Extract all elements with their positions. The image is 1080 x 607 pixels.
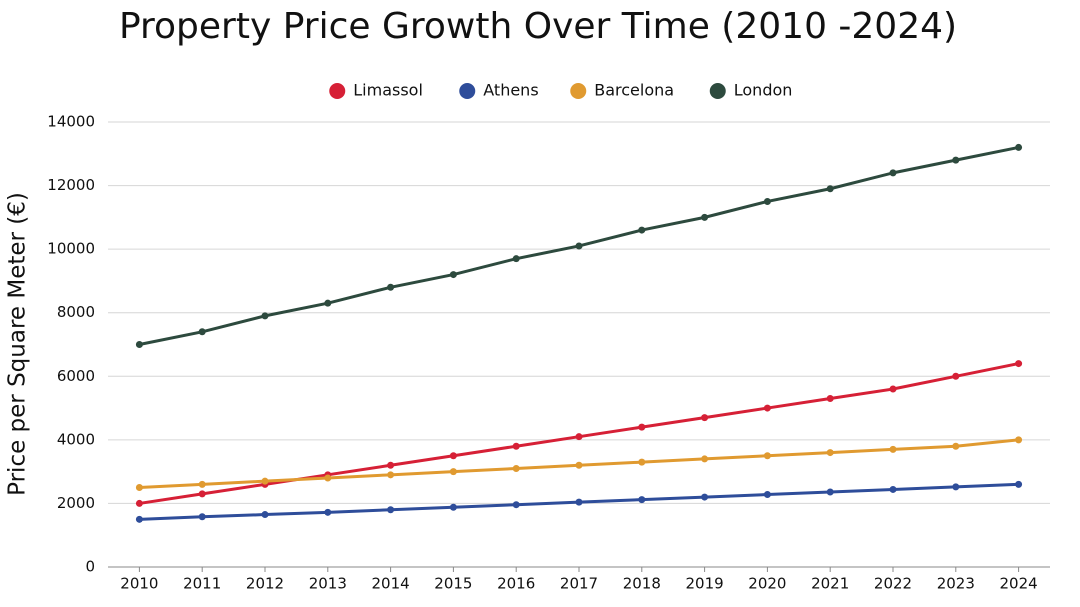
data-point — [763, 491, 771, 499]
data-point — [261, 312, 269, 320]
data-point — [889, 169, 897, 177]
data-point — [701, 213, 709, 221]
y-tick-label: 6000 — [57, 367, 95, 385]
data-point — [135, 341, 143, 348]
data-point — [449, 468, 457, 476]
data-point — [512, 442, 520, 450]
data-point — [198, 328, 206, 336]
x-tick-label: 2023 — [937, 575, 975, 593]
data-point — [1015, 480, 1023, 488]
data-point — [1015, 143, 1023, 151]
data-point — [826, 395, 834, 403]
data-point — [324, 508, 332, 516]
x-tick-label: 2010 — [120, 575, 158, 593]
legend-marker — [709, 83, 726, 99]
data-point — [387, 283, 395, 291]
data-point — [638, 458, 646, 466]
legend-marker — [459, 83, 476, 99]
y-tick-label: 14000 — [47, 113, 95, 131]
x-tick-label: 2018 — [623, 575, 661, 593]
data-point — [575, 498, 583, 506]
data-point — [135, 484, 143, 492]
x-tick-label: 2016 — [497, 575, 535, 593]
legend-label: Athens — [483, 81, 538, 100]
y-tick-label: 4000 — [57, 430, 95, 448]
y-tick-label: 10000 — [47, 240, 95, 258]
data-point — [575, 461, 583, 469]
data-point — [449, 452, 457, 460]
y-tick-label: 12000 — [47, 176, 95, 194]
x-tick-label: 2014 — [372, 575, 410, 593]
y-tick-label: 8000 — [57, 303, 95, 321]
data-point — [952, 442, 960, 450]
data-point — [952, 372, 960, 380]
data-point — [763, 452, 771, 460]
x-tick-label: 2022 — [874, 575, 912, 593]
x-tick-label: 2021 — [811, 575, 849, 593]
data-point — [135, 499, 143, 507]
legend-marker — [329, 83, 346, 99]
data-point — [952, 483, 960, 491]
x-tick-label: 2024 — [1000, 575, 1038, 593]
data-point — [261, 477, 269, 485]
data-point — [701, 414, 709, 422]
data-point — [889, 485, 897, 493]
legend-label: London — [734, 81, 793, 100]
x-tick-label: 2011 — [183, 575, 221, 593]
data-point — [826, 185, 834, 193]
data-point — [512, 501, 520, 509]
data-point — [512, 464, 520, 472]
x-tick-label: 2015 — [434, 575, 472, 593]
data-point — [512, 255, 520, 263]
data-point — [889, 445, 897, 453]
data-point — [135, 515, 143, 523]
data-point — [324, 299, 332, 307]
data-point — [324, 474, 332, 482]
data-point — [638, 496, 646, 504]
data-point — [701, 455, 709, 463]
y-tick-label: 2000 — [57, 494, 95, 512]
y-tick-label: 0 — [85, 558, 95, 576]
data-point — [261, 511, 269, 519]
y-axis-label: Price per Square Meter (€) — [5, 192, 31, 496]
x-tick-label: 2013 — [309, 575, 347, 593]
chart-title: Property Price Growth Over Time (2010 -2… — [119, 6, 957, 47]
data-point — [701, 493, 709, 501]
x-tick-label: 2019 — [686, 575, 724, 593]
data-point — [198, 490, 206, 498]
data-point — [826, 449, 834, 457]
data-point — [198, 480, 206, 488]
data-point — [575, 242, 583, 250]
data-point — [1015, 436, 1023, 444]
data-point — [575, 433, 583, 441]
data-point — [826, 488, 834, 496]
data-point — [1015, 360, 1023, 368]
data-point — [763, 197, 771, 205]
data-point — [638, 226, 646, 234]
data-point — [198, 513, 206, 521]
x-tick-label: 2020 — [748, 575, 786, 593]
data-point — [387, 461, 395, 469]
data-point — [952, 156, 960, 164]
data-point — [449, 271, 457, 279]
x-tick-label: 2012 — [246, 575, 284, 593]
data-point — [889, 385, 897, 393]
data-point — [449, 503, 457, 511]
data-point — [387, 506, 395, 514]
legend-label: Limassol — [353, 81, 423, 100]
x-tick-label: 2017 — [560, 575, 598, 593]
legend-marker — [570, 83, 587, 99]
legend-label: Barcelona — [594, 81, 674, 100]
data-point — [763, 404, 771, 412]
data-point — [387, 471, 395, 479]
data-point — [638, 423, 646, 431]
